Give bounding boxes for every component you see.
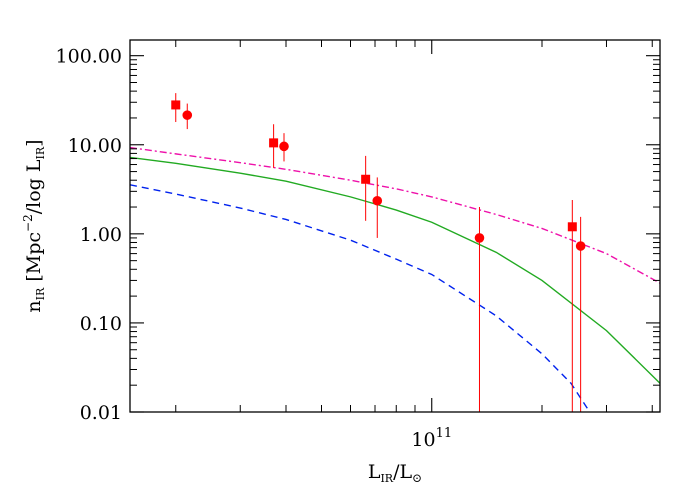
points-layer xyxy=(171,93,586,412)
y-axis-label-mid: [Mpc xyxy=(23,232,45,288)
plot-frame xyxy=(129,39,661,413)
y-tick-label: 0.10 xyxy=(80,313,122,335)
ticks-layer xyxy=(130,40,660,413)
y-axis-label-sub1: IR xyxy=(34,287,47,300)
data-point-square xyxy=(171,100,181,110)
y-axis-label-prefix: n xyxy=(23,300,45,312)
x-tick-exponent: 11 xyxy=(436,426,453,441)
data-point-circle xyxy=(182,110,193,120)
y-axis-label-sub2: IR xyxy=(34,146,47,159)
x-axis-label-slash: /L xyxy=(393,461,412,483)
x-axis-label-sub: IR xyxy=(380,472,393,485)
curve-dashed xyxy=(130,184,591,412)
data-point-circle xyxy=(575,241,586,251)
y-tick-label: 0.01 xyxy=(80,402,122,424)
data-point-square xyxy=(361,174,371,184)
y-tick-label: 100.00 xyxy=(56,46,122,68)
x-axis-label-sun: ⊙ xyxy=(412,471,422,485)
y-axis-label-tail: /log L xyxy=(23,159,45,214)
data-point-circle xyxy=(474,233,485,243)
y-axis-label-exp: −2 xyxy=(21,214,35,232)
y-tick-label: 10.00 xyxy=(68,135,122,157)
labels-layer: 100.00 10.00 1.00 0.10 0.01 1011 xyxy=(56,46,453,451)
data-point-square xyxy=(269,138,279,148)
y-axis-label-close: ] xyxy=(23,139,45,146)
data-point-circle xyxy=(279,141,289,152)
curve-solid xyxy=(130,156,660,384)
y-axis-label: nIR [Mpc−2/log LIR] xyxy=(21,139,47,312)
data-point-circle xyxy=(372,195,383,206)
x-axis-label: LIR/L⊙ xyxy=(368,461,422,485)
curves-layer xyxy=(130,146,660,412)
y-tick-label: 1.00 xyxy=(80,224,122,246)
x-axis-label-main: L xyxy=(368,461,381,483)
data-point-square xyxy=(567,222,577,232)
x-tick-base: 10 xyxy=(411,429,435,451)
x-tick-label: 1011 xyxy=(411,426,452,451)
